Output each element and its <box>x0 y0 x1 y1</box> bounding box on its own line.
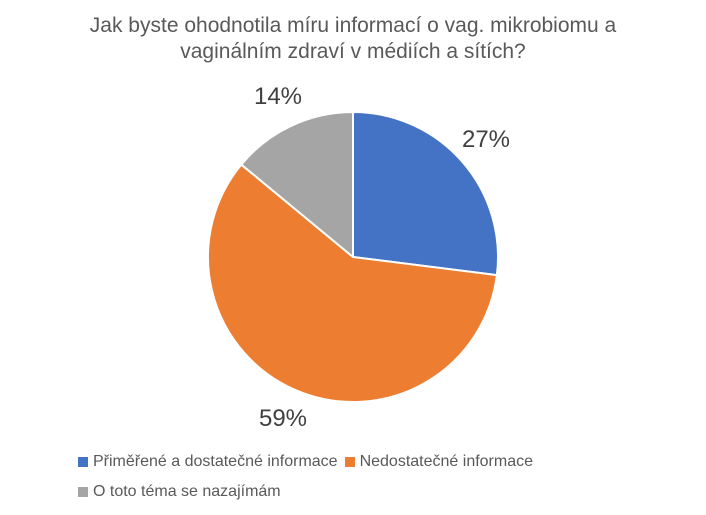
pie-slice-3 <box>240 111 354 258</box>
legend-label: O toto téma se nazajímám <box>93 483 281 500</box>
chart-title: Jak byste ohodnotila míru informací o va… <box>0 13 706 65</box>
chart-title-line-2: vaginálním zdraví v médiích a sítích? <box>180 40 526 63</box>
data-label-2: 59% <box>258 405 308 432</box>
pie-slice-2 <box>207 163 498 403</box>
legend-item-1: Přiměřené a dostatečné informace <box>78 452 338 472</box>
legend-item-3: O toto téma se nazajímám <box>78 482 281 502</box>
legend-swatch-icon <box>78 487 88 497</box>
legend-swatch-icon <box>78 457 88 467</box>
legend-label: Nedostatečné informace <box>359 453 534 470</box>
legend: Přiměřené a dostatečné informace Nedostat… <box>78 452 608 502</box>
data-label-3: 14% <box>253 83 303 110</box>
legend-swatch-icon <box>344 457 355 467</box>
pie-slice-1 <box>352 111 499 277</box>
chart-title-line-1: Jak byste ohodnotila míru informací o va… <box>89 14 617 37</box>
data-label-1: 27% <box>461 126 511 153</box>
legend-label: Přiměřené a dostatečné informace <box>93 453 338 470</box>
legend-item-2: Nedostatečné informace <box>344 452 534 472</box>
